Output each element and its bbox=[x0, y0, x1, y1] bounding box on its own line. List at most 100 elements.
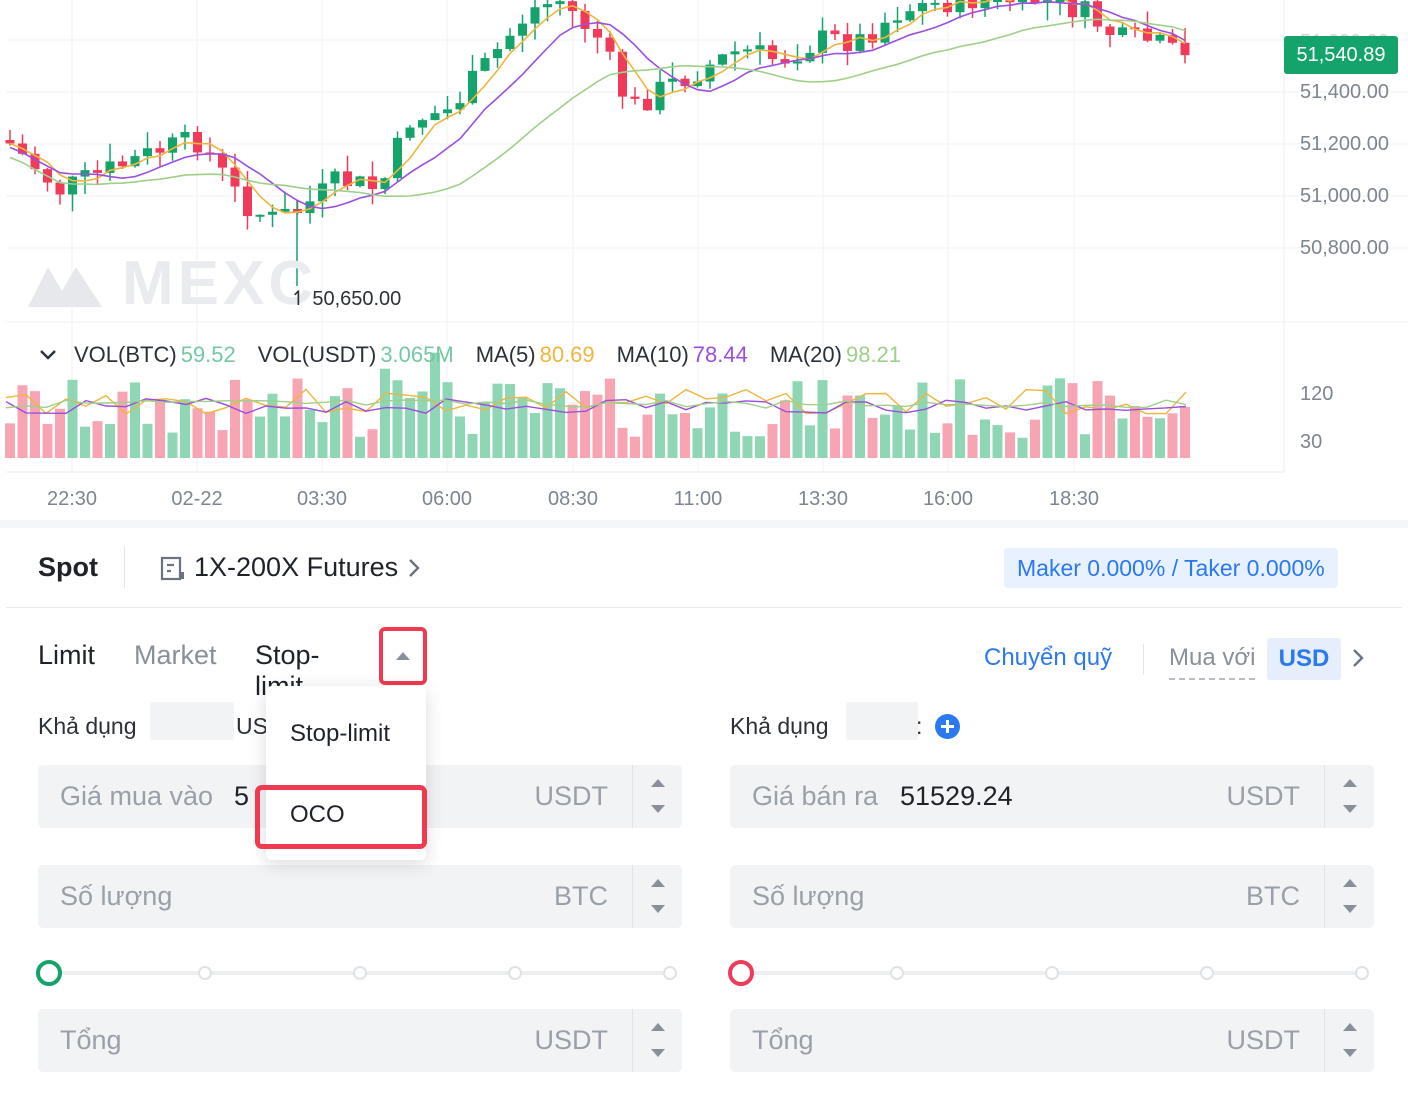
increment-icon[interactable] bbox=[1343, 879, 1357, 887]
decrement-icon[interactable] bbox=[651, 905, 665, 913]
tab-limit[interactable]: Limit bbox=[38, 640, 96, 670]
dropdown-option-oco[interactable]: OCO bbox=[290, 801, 345, 828]
slider-stop-100[interactable] bbox=[1355, 966, 1369, 980]
sell-price-field[interactable]: Giá bán ra 51529.24 USDT bbox=[730, 765, 1374, 828]
time-axis-label: 11:00 bbox=[674, 488, 723, 510]
candle-body bbox=[880, 22, 890, 43]
sell-price-value[interactable]: 51529.24 bbox=[900, 781, 1013, 811]
increment-icon[interactable] bbox=[651, 1023, 665, 1031]
add-funds-icon[interactable] bbox=[935, 714, 960, 739]
buy-total-stepper[interactable] bbox=[632, 1009, 682, 1072]
sell-quantity-stepper[interactable] bbox=[1324, 865, 1374, 928]
decrement-icon[interactable] bbox=[1343, 1049, 1357, 1057]
tab-spot[interactable]: Spot bbox=[38, 552, 98, 582]
order-type-dropdown-toggle[interactable] bbox=[379, 627, 427, 685]
candle-body bbox=[218, 153, 227, 168]
sell-total-stepper[interactable] bbox=[1324, 1009, 1374, 1072]
sell-price-stepper[interactable] bbox=[1324, 765, 1374, 828]
increment-icon[interactable] bbox=[1343, 779, 1357, 787]
slider-stop-100[interactable] bbox=[663, 966, 677, 980]
increment-icon[interactable] bbox=[1343, 1023, 1357, 1031]
currency-selector[interactable]: USD bbox=[1267, 638, 1341, 680]
candle-body bbox=[955, 0, 965, 13]
transfer-funds-link[interactable]: Chuyển quỹ bbox=[984, 644, 1113, 671]
volume-bar bbox=[917, 382, 928, 458]
candle-body bbox=[855, 34, 865, 51]
slider-stop-25[interactable] bbox=[198, 966, 212, 980]
fee-badge[interactable]: Maker 0.000% / Taker 0.000% bbox=[1004, 548, 1338, 588]
candle-body bbox=[1105, 26, 1115, 35]
buy-price-stepper[interactable] bbox=[632, 765, 682, 828]
time-axis-label: 13:30 bbox=[798, 488, 848, 510]
candle-body bbox=[430, 113, 440, 121]
sell-percentage-slider[interactable] bbox=[728, 960, 1372, 986]
chevron-down-icon[interactable] bbox=[38, 345, 58, 365]
candle-body bbox=[768, 45, 777, 60]
dropdown-option-stop-limit[interactable]: Stop-limit bbox=[290, 720, 391, 747]
tab-futures[interactable]: 1X-200X Futures bbox=[158, 552, 422, 583]
volume-bar bbox=[705, 407, 715, 458]
decrement-icon[interactable] bbox=[651, 1049, 665, 1057]
candle-body bbox=[393, 137, 402, 179]
price-chart[interactable]: 51,600.0051,400.0051,200.0051,000.0050,8… bbox=[0, 0, 1408, 520]
volume-bar bbox=[892, 406, 903, 458]
volume-bar bbox=[542, 383, 553, 458]
candle-body bbox=[730, 51, 740, 55]
buy-quantity-stepper[interactable] bbox=[632, 865, 682, 928]
volume-ma-mid-line bbox=[5, 397, 1187, 415]
sell-available-label: Khả dụng bbox=[730, 713, 829, 739]
volume-bar bbox=[205, 411, 215, 458]
slider-stop-75[interactable] bbox=[508, 966, 522, 980]
volume-bar bbox=[5, 423, 15, 458]
volume-axis-label: 30 bbox=[1300, 431, 1322, 453]
buy-price-value[interactable]: 5 bbox=[234, 781, 250, 811]
volume-bar bbox=[280, 416, 290, 458]
volume-bar bbox=[217, 430, 228, 458]
buy-total-field[interactable]: Tổng USDT bbox=[38, 1009, 682, 1072]
volume-bar bbox=[55, 408, 65, 458]
candle-body bbox=[630, 96, 640, 99]
candle-body bbox=[780, 59, 790, 64]
volume-bar bbox=[667, 414, 678, 458]
sell-total-field[interactable]: Tổng USDT bbox=[730, 1009, 1374, 1072]
sell-quantity-field[interactable]: Số lượng BTC bbox=[730, 865, 1374, 928]
buy-quantity-field[interactable]: Số lượng BTC bbox=[38, 865, 682, 928]
slider-stop-25[interactable] bbox=[890, 966, 904, 980]
candle-body bbox=[1143, 28, 1152, 41]
volume-bar bbox=[167, 432, 178, 458]
tab-divider bbox=[124, 546, 125, 588]
candle-body bbox=[793, 61, 802, 64]
divider bbox=[1143, 644, 1144, 674]
decrement-icon[interactable] bbox=[1343, 905, 1357, 913]
candle-body bbox=[455, 103, 465, 110]
candle-body bbox=[118, 161, 127, 167]
vol-btc-label: VOL(BTC) bbox=[74, 342, 177, 367]
volume-bar bbox=[1005, 432, 1015, 458]
slider-handle[interactable] bbox=[36, 960, 62, 986]
increment-icon[interactable] bbox=[651, 779, 665, 787]
decrement-icon[interactable] bbox=[1343, 805, 1357, 813]
volume-bar bbox=[630, 436, 640, 458]
volume-ma-slow-line bbox=[5, 399, 1187, 409]
candle-body bbox=[243, 186, 252, 217]
candle-body bbox=[643, 98, 652, 111]
increment-icon[interactable] bbox=[651, 879, 665, 887]
slider-stop-50[interactable] bbox=[1045, 966, 1059, 980]
candle-body bbox=[668, 78, 677, 82]
chevron-right-icon[interactable] bbox=[1350, 646, 1366, 670]
candle-body bbox=[30, 153, 40, 170]
buy-quantity-placeholder: Số lượng bbox=[60, 881, 173, 911]
slider-handle[interactable] bbox=[728, 960, 754, 986]
volume-bar bbox=[830, 428, 840, 458]
decrement-icon[interactable] bbox=[651, 805, 665, 813]
buy-percentage-slider[interactable] bbox=[36, 960, 680, 986]
candle-body bbox=[593, 28, 602, 38]
tab-market[interactable]: Market bbox=[134, 640, 217, 670]
volume-bar bbox=[130, 382, 140, 458]
slider-stop-75[interactable] bbox=[1200, 966, 1214, 980]
slider-stop-50[interactable] bbox=[353, 966, 367, 980]
candlestick-chart-canvas[interactable]: 51,600.0051,400.0051,200.0051,000.0050,8… bbox=[0, 0, 1408, 520]
buy-with-label[interactable]: Mua với bbox=[1169, 644, 1256, 680]
volume-bar bbox=[142, 423, 153, 458]
low-price-value: 50,650.00 bbox=[312, 288, 402, 310]
